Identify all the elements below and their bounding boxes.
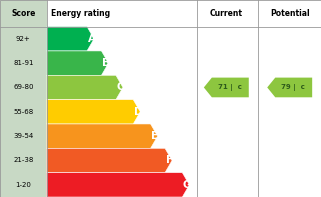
- Text: C: C: [117, 83, 124, 92]
- Text: 39-54: 39-54: [13, 133, 33, 139]
- Text: 79 |  c: 79 | c: [281, 84, 305, 91]
- Polygon shape: [47, 27, 94, 51]
- Text: D: D: [134, 107, 143, 117]
- Text: 69-80: 69-80: [13, 85, 33, 90]
- Text: 92+: 92+: [16, 36, 30, 42]
- Text: Score: Score: [11, 9, 35, 18]
- Text: 71 |  c: 71 | c: [218, 84, 241, 91]
- Text: E: E: [151, 131, 158, 141]
- Text: B: B: [102, 58, 110, 68]
- Polygon shape: [47, 100, 140, 124]
- Text: G: G: [183, 180, 191, 190]
- Bar: [0, 0, 47, 197]
- Text: 21-38: 21-38: [13, 157, 33, 164]
- Polygon shape: [47, 148, 172, 173]
- Text: A: A: [88, 34, 96, 44]
- Text: 55-68: 55-68: [13, 109, 33, 115]
- Polygon shape: [204, 78, 249, 97]
- Polygon shape: [47, 75, 123, 100]
- Polygon shape: [47, 124, 158, 148]
- Polygon shape: [47, 173, 189, 197]
- Text: F: F: [166, 155, 173, 165]
- Text: 81-91: 81-91: [13, 60, 33, 66]
- Text: Potential: Potential: [270, 9, 309, 18]
- Text: 1-20: 1-20: [15, 182, 31, 188]
- Text: Energy rating: Energy rating: [51, 9, 110, 18]
- Polygon shape: [47, 51, 108, 75]
- Polygon shape: [267, 78, 312, 97]
- Text: Current: Current: [210, 9, 243, 18]
